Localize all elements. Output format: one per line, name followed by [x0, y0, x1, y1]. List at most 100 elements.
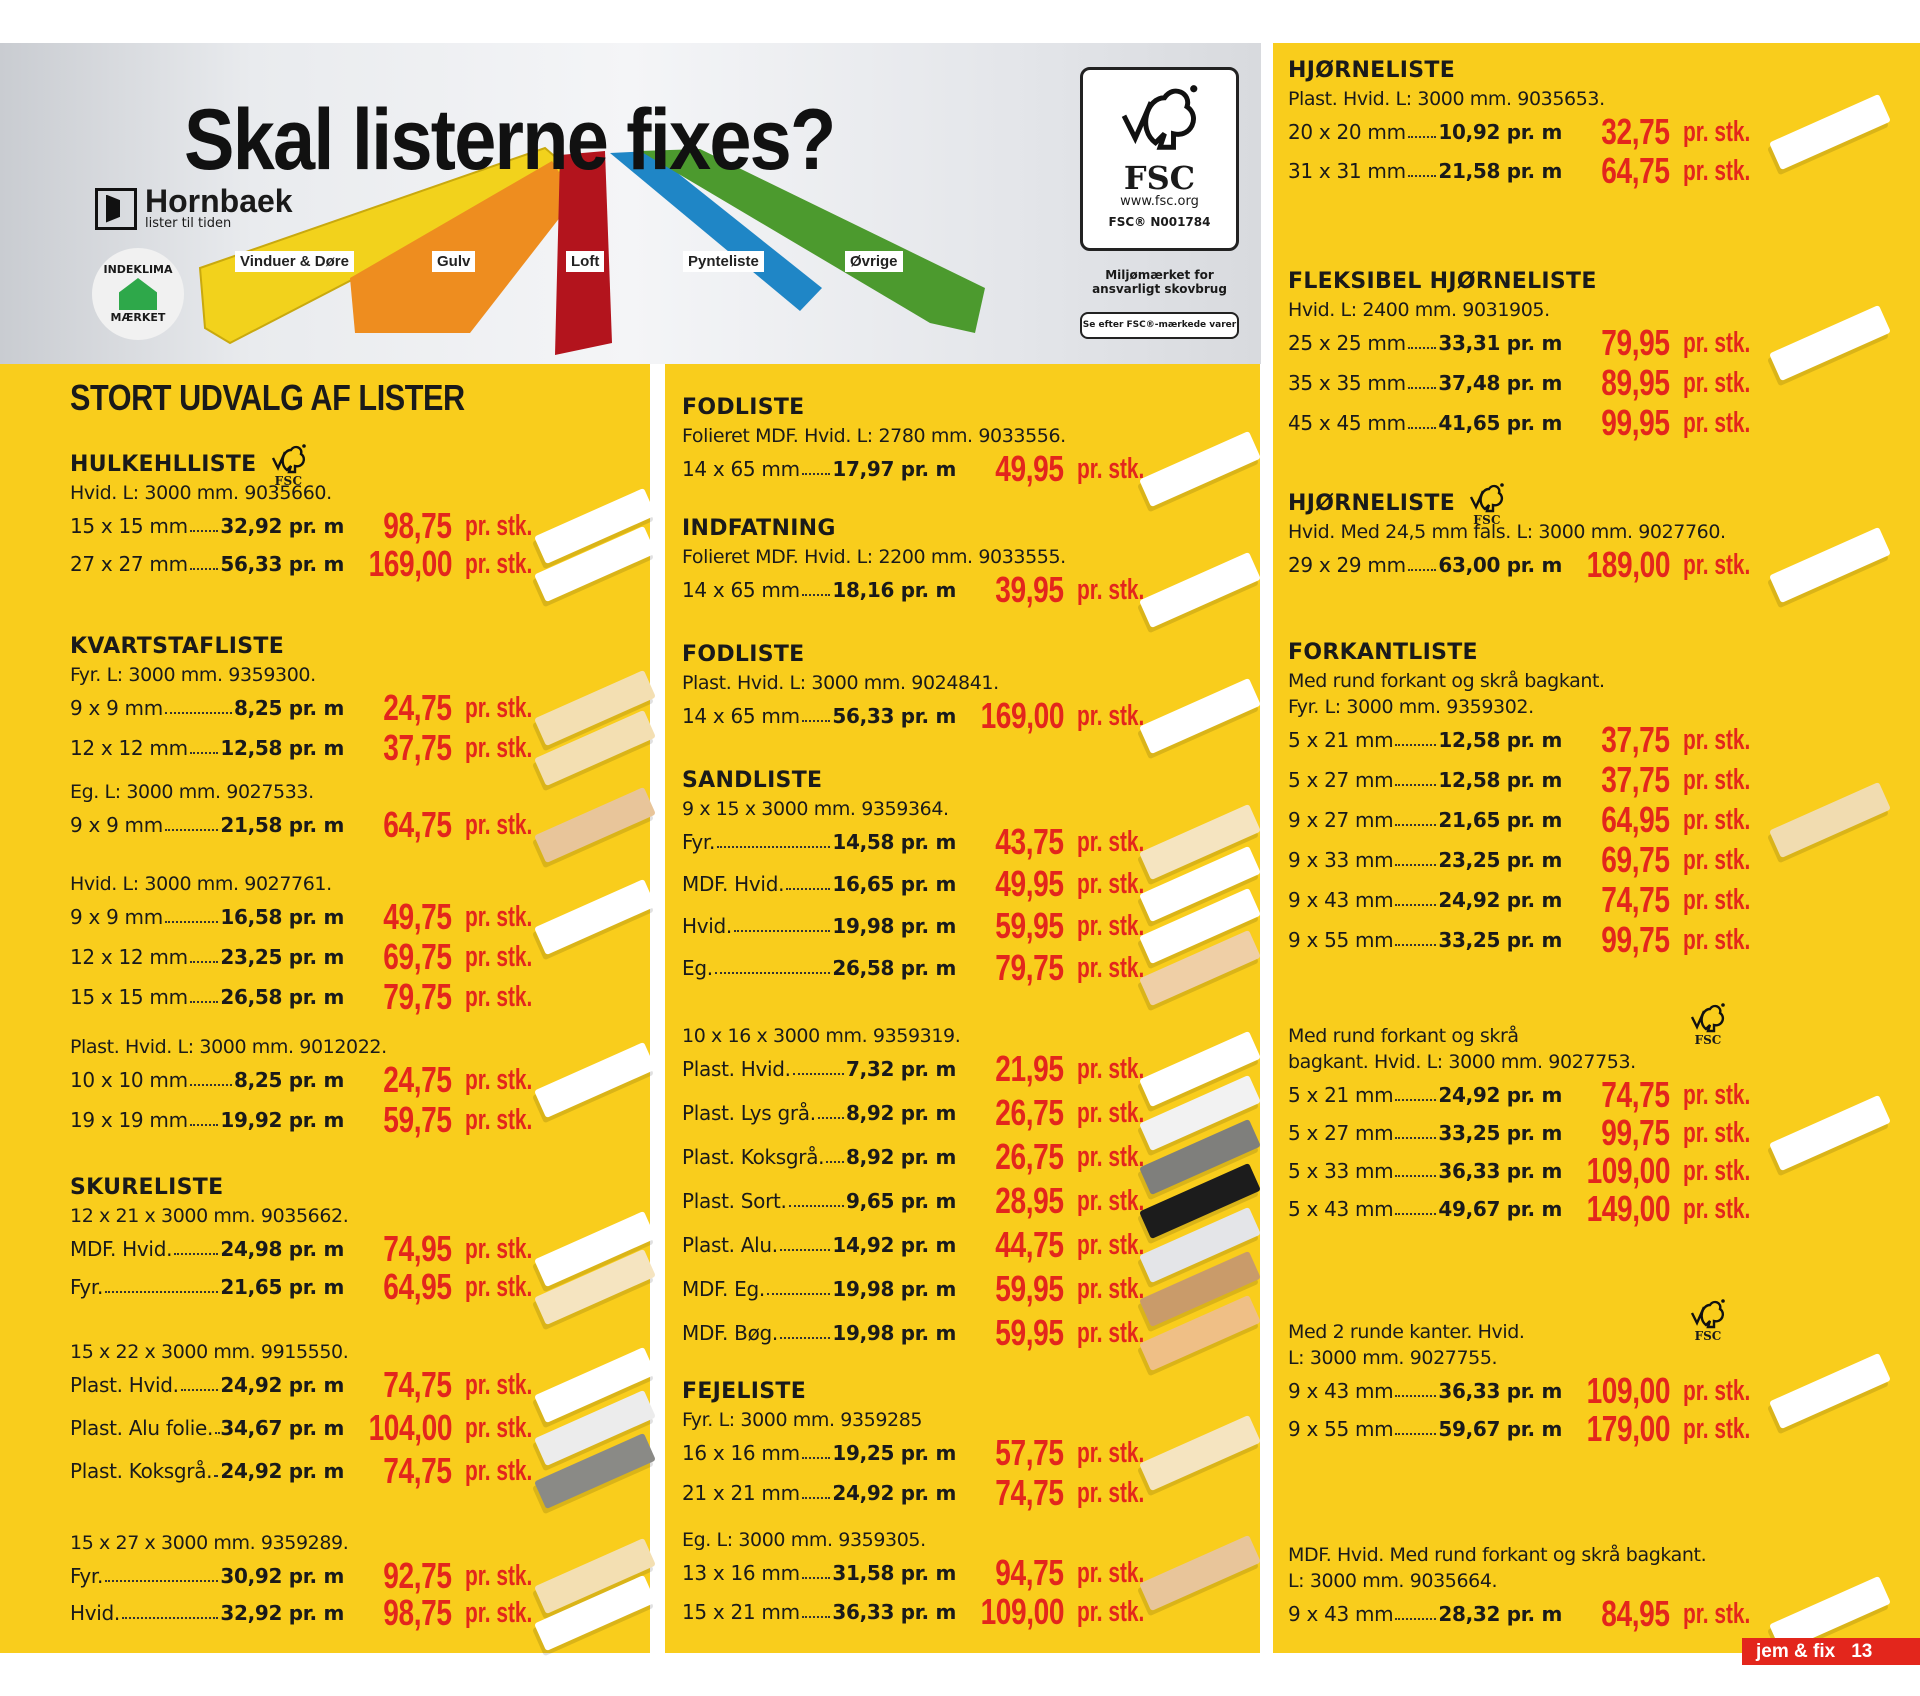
- hero-banner: Skal listerne fixes? Hornbaek lister til …: [0, 43, 1261, 364]
- price-value: 109,00: [1586, 1370, 1670, 1411]
- price-unit: pr. stk.: [1077, 574, 1171, 607]
- price-unit-text: pr. stk.: [1683, 803, 1751, 836]
- price-row: 9 x 9 mm 21,58 pr. m 64,75 pr. stk.: [70, 807, 630, 843]
- price-value: 109,00: [1586, 1150, 1670, 1191]
- price-unit-text: pr. stk.: [465, 900, 533, 933]
- price: 21,95: [956, 1051, 1065, 1087]
- price: 37,75: [344, 730, 453, 766]
- price-unit-text: pr. stk.: [1683, 883, 1751, 916]
- dot-leader: [1407, 175, 1437, 177]
- price-per-meter: 36,33 pr. m: [1438, 1159, 1562, 1183]
- dot-leader: [801, 1577, 831, 1579]
- dot-leader: [788, 1205, 844, 1207]
- variant-label: MDF. Hvid.: [682, 872, 785, 896]
- variant-label: 31 x 31 mm: [1288, 159, 1406, 183]
- variant-label: Plast. Lys grå.: [682, 1101, 816, 1125]
- heading-text: FODLISTE: [682, 395, 805, 420]
- price-unit: pr. stk.: [465, 1369, 559, 1402]
- price-per-meter: 24,92 pr. m: [832, 1481, 956, 1505]
- price: 79,75: [956, 950, 1065, 986]
- price: 84,95: [1562, 1596, 1671, 1632]
- variant: 10 x 10 mm 8,25 pr. m: [70, 1068, 344, 1092]
- heading-text: FORKANTLISTE: [1288, 640, 1478, 665]
- price-row: 27 x 27 mm 56,33 pr. m 169,00 pr. stk.: [70, 545, 630, 583]
- price-unit-text: pr. stk.: [1077, 573, 1145, 606]
- price-per-meter: 16,58 pr. m: [220, 905, 344, 929]
- product-block: 10 x 16 x 3000 mm. 9359319. Plast. Hvid. 7…: [682, 1023, 1242, 1355]
- price-unit: pr. stk.: [1077, 1229, 1171, 1262]
- variant: MDF. Eg. 19,98 pr. m: [682, 1277, 956, 1301]
- dot-leader: [801, 1616, 831, 1618]
- price-row: 12 x 12 mm 23,25 pr. m 69,75 pr. stk.: [70, 937, 630, 977]
- product-block: FSC Med 2 runde kanter. Hvid. L: 3000 mm. …: [1288, 1299, 1848, 1448]
- house-leaf-icon: [119, 278, 157, 310]
- price-unit-text: pr. stk.: [1077, 951, 1145, 984]
- variant-label: 9 x 9 mm: [70, 905, 163, 929]
- fsc-logo-text: FSC: [1123, 159, 1196, 197]
- heading-text: HJØRNELISTE: [1288, 58, 1456, 83]
- dot-leader: [779, 1337, 831, 1339]
- product-description: Fyr. L: 3000 mm. 9359285: [682, 1409, 923, 1431]
- price-row: 9 x 43 mm 36,33 pr. m 109,00 pr. stk.: [1288, 1372, 1848, 1410]
- price: 99,75: [1562, 1115, 1671, 1151]
- badge-bottom-text: MÆRKET: [110, 311, 166, 324]
- price-value: 92,75: [383, 1555, 453, 1596]
- price: 26,75: [956, 1095, 1065, 1131]
- dot-leader: [1407, 347, 1437, 349]
- variant-label: Plast. Hvid.: [70, 1373, 179, 1397]
- dot-leader: [189, 752, 219, 754]
- price-unit: pr. stk.: [1683, 367, 1777, 400]
- product-description: MDF. Hvid. Med rund forkant og skrå bagk…: [1288, 1544, 1707, 1566]
- dot-leader: [792, 1073, 844, 1075]
- variant-label: 15 x 15 mm: [70, 514, 188, 538]
- price-unit-text: pr. stk.: [1683, 723, 1751, 756]
- price-unit: pr. stk.: [1077, 1141, 1171, 1174]
- price-per-meter: 24,98 pr. m: [220, 1237, 344, 1261]
- product-heading: KVARTSTAFLISTE: [70, 632, 630, 662]
- variant: Fyr. 21,65 pr. m: [70, 1275, 344, 1299]
- price-row: Hvid. 32,92 pr. m 98,75 pr. stk.: [70, 1595, 630, 1632]
- price: 79,95: [1562, 325, 1671, 361]
- price-unit-text: pr. stk.: [1683, 548, 1751, 581]
- variant-label: 9 x 43 mm: [1288, 1379, 1394, 1403]
- dot-leader: [1395, 1099, 1437, 1101]
- product-heading: FEJELISTE: [682, 1377, 1242, 1407]
- variant-label: 5 x 27 mm: [1288, 768, 1394, 792]
- price-per-meter: 19,98 pr. m: [832, 1277, 956, 1301]
- fsc-icon: FSC: [269, 442, 309, 487]
- price-unit-text: pr. stk.: [1077, 1272, 1145, 1305]
- price-row: 12 x 12 mm 12,58 pr. m 37,75 pr. stk.: [70, 728, 630, 768]
- variant: 31 x 31 mm 21,58 pr. m: [1288, 159, 1562, 183]
- price-per-meter: 12,58 pr. m: [1438, 768, 1562, 792]
- dot-leader: [766, 1293, 831, 1295]
- price-per-meter: 59,67 pr. m: [1438, 1417, 1562, 1441]
- product-heading: SKURELISTE: [70, 1173, 630, 1203]
- price-unit: pr. stk.: [465, 1233, 559, 1266]
- dot-leader: [189, 530, 219, 532]
- variant-label: 15 x 21 mm: [682, 1600, 800, 1624]
- product-description: 15 x 22 x 3000 mm. 9915550.: [70, 1341, 349, 1363]
- dot-leader: [215, 1432, 219, 1434]
- price-value: 69,75: [1601, 839, 1671, 880]
- price-unit-text: pr. stk.: [465, 547, 533, 580]
- variant: Plast. Koksgrå. 24,92 pr. m: [70, 1459, 344, 1483]
- variant: 15 x 15 mm 32,92 pr. m: [70, 514, 344, 538]
- dot-leader: [801, 1497, 831, 1499]
- price-per-meter: 63,00 pr. m: [1438, 553, 1562, 577]
- price-per-meter: 8,25 pr. m: [233, 696, 344, 720]
- price: 28,95: [956, 1183, 1065, 1219]
- price-row: 14 x 65 mm 18,16 pr. m 39,95 pr. stk.: [682, 570, 1242, 610]
- fsc-tree-icon: [1121, 85, 1197, 150]
- price-unit: pr. stk.: [1077, 826, 1171, 859]
- price: 49,95: [956, 451, 1065, 487]
- variant: 15 x 21 mm 36,33 pr. m: [682, 1600, 956, 1624]
- dot-leader: [164, 712, 232, 714]
- variant: 5 x 27 mm 33,25 pr. m: [1288, 1121, 1562, 1145]
- label-gulv: Gulv: [432, 251, 476, 272]
- price-unit-text: pr. stk.: [1077, 825, 1145, 858]
- variant-label: Fyr.: [70, 1564, 104, 1588]
- price-per-meter: 24,92 pr. m: [220, 1459, 344, 1483]
- product-block: HJØRNELISTE Plast. Hvid. L: 3000 mm. 9035…: [1288, 56, 1848, 191]
- product-description: Med rund forkant og skrå bagkant.: [1288, 670, 1605, 692]
- price-value: 104,00: [368, 1407, 452, 1448]
